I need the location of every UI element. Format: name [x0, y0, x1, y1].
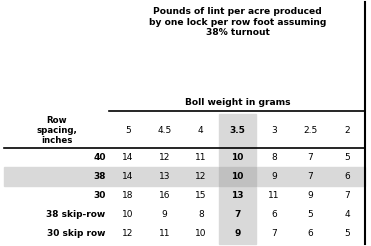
Text: 5: 5 [125, 126, 131, 136]
Text: 2.5: 2.5 [303, 126, 318, 136]
Text: 6: 6 [344, 172, 350, 181]
Text: 14: 14 [122, 153, 134, 162]
Text: 8: 8 [271, 153, 277, 162]
Text: 9: 9 [271, 172, 277, 181]
Text: 12: 12 [159, 153, 170, 162]
Text: 16: 16 [158, 191, 170, 200]
Text: 13: 13 [158, 172, 170, 181]
Text: 30: 30 [93, 191, 106, 200]
Text: 13: 13 [231, 191, 244, 200]
Text: 3.5: 3.5 [230, 126, 245, 136]
Text: 40: 40 [93, 153, 106, 162]
Text: 14: 14 [122, 172, 134, 181]
Text: 6: 6 [271, 210, 277, 219]
Text: 4.5: 4.5 [157, 126, 171, 136]
Text: 7: 7 [308, 153, 313, 162]
Text: 7: 7 [308, 172, 313, 181]
Text: 2: 2 [344, 126, 350, 136]
Text: 6: 6 [308, 230, 313, 238]
Text: 38 skip-row: 38 skip-row [46, 210, 106, 219]
Bar [4, 167, 365, 186]
Text: 11: 11 [195, 153, 207, 162]
Text: 7: 7 [271, 230, 277, 238]
Text: 30 skip row: 30 skip row [47, 230, 106, 238]
Text: 18: 18 [122, 191, 134, 200]
Text: 5: 5 [308, 210, 313, 219]
Text: 4: 4 [198, 126, 204, 136]
Text: 10: 10 [231, 153, 244, 162]
Text: 9: 9 [234, 230, 241, 238]
Text: 12: 12 [122, 230, 134, 238]
Text: Boll weight in grams: Boll weight in grams [185, 98, 290, 107]
Text: 12: 12 [195, 172, 207, 181]
Bar [219, 167, 256, 186]
Text: 9: 9 [308, 191, 313, 200]
Text: 8: 8 [198, 210, 204, 219]
Text: 4: 4 [344, 210, 350, 219]
Text: 11: 11 [158, 230, 170, 238]
Bar [219, 114, 256, 244]
Text: 11: 11 [268, 191, 280, 200]
Text: 38: 38 [93, 172, 106, 181]
Text: 10: 10 [195, 230, 207, 238]
Text: 15: 15 [195, 191, 207, 200]
Text: 7: 7 [234, 210, 241, 219]
Text: Row
spacing,
inches: Row spacing, inches [36, 116, 77, 145]
Text: 7: 7 [344, 191, 350, 200]
Text: 10: 10 [231, 172, 244, 181]
Text: 5: 5 [344, 230, 350, 238]
Text: 9: 9 [161, 210, 167, 219]
Text: 5: 5 [344, 153, 350, 162]
Text: 10: 10 [122, 210, 134, 219]
Text: 3: 3 [271, 126, 277, 136]
Text: Pounds of lint per acre produced
by one lock per row foot assuming
38% turnout: Pounds of lint per acre produced by one … [149, 7, 326, 37]
